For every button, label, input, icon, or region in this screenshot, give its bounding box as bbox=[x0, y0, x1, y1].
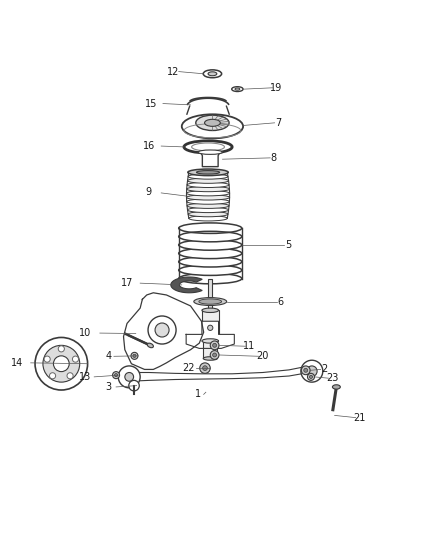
Text: 3: 3 bbox=[106, 382, 112, 392]
Text: 1: 1 bbox=[195, 390, 201, 399]
Circle shape bbox=[307, 366, 317, 376]
Text: 15: 15 bbox=[145, 99, 157, 109]
Text: 10: 10 bbox=[79, 328, 92, 338]
Ellipse shape bbox=[197, 171, 219, 174]
Text: 20: 20 bbox=[257, 351, 269, 361]
Circle shape bbox=[118, 366, 140, 388]
Polygon shape bbox=[129, 366, 313, 381]
Ellipse shape bbox=[179, 231, 242, 242]
Ellipse shape bbox=[187, 182, 229, 188]
Circle shape bbox=[72, 356, 78, 362]
Ellipse shape bbox=[202, 339, 219, 343]
Text: 2: 2 bbox=[321, 365, 327, 374]
Ellipse shape bbox=[179, 256, 242, 267]
Circle shape bbox=[43, 345, 80, 382]
Ellipse shape bbox=[187, 195, 230, 200]
Circle shape bbox=[44, 356, 50, 362]
Ellipse shape bbox=[203, 70, 222, 78]
Circle shape bbox=[213, 353, 216, 357]
Text: 17: 17 bbox=[121, 278, 133, 288]
Ellipse shape bbox=[187, 187, 230, 192]
Polygon shape bbox=[198, 152, 223, 167]
Circle shape bbox=[210, 341, 219, 350]
Circle shape bbox=[307, 374, 314, 381]
FancyBboxPatch shape bbox=[202, 310, 219, 341]
Circle shape bbox=[304, 368, 307, 372]
Circle shape bbox=[53, 356, 69, 372]
Ellipse shape bbox=[179, 265, 242, 276]
Circle shape bbox=[133, 354, 136, 358]
Ellipse shape bbox=[205, 119, 220, 126]
Ellipse shape bbox=[332, 385, 340, 389]
Text: 23: 23 bbox=[326, 373, 338, 383]
FancyBboxPatch shape bbox=[208, 279, 212, 310]
Circle shape bbox=[129, 381, 139, 391]
Ellipse shape bbox=[189, 216, 227, 221]
Ellipse shape bbox=[187, 199, 230, 204]
Text: 19: 19 bbox=[270, 83, 282, 93]
Circle shape bbox=[213, 343, 216, 348]
Ellipse shape bbox=[196, 115, 229, 131]
Ellipse shape bbox=[232, 87, 243, 92]
Text: 21: 21 bbox=[353, 413, 365, 423]
Ellipse shape bbox=[187, 191, 230, 196]
Text: 22: 22 bbox=[182, 363, 194, 373]
Ellipse shape bbox=[202, 308, 219, 312]
Text: 4: 4 bbox=[106, 351, 112, 361]
Circle shape bbox=[155, 323, 169, 337]
Ellipse shape bbox=[194, 297, 227, 305]
Text: 16: 16 bbox=[143, 141, 155, 151]
Text: 8: 8 bbox=[271, 153, 277, 163]
Ellipse shape bbox=[235, 88, 240, 90]
Ellipse shape bbox=[199, 299, 222, 304]
Ellipse shape bbox=[179, 248, 242, 259]
Ellipse shape bbox=[198, 150, 223, 155]
Ellipse shape bbox=[189, 169, 227, 175]
Ellipse shape bbox=[182, 114, 243, 139]
Polygon shape bbox=[124, 293, 204, 369]
Circle shape bbox=[114, 374, 118, 377]
Ellipse shape bbox=[208, 72, 217, 76]
Circle shape bbox=[208, 325, 213, 330]
Circle shape bbox=[113, 372, 120, 378]
Ellipse shape bbox=[188, 169, 228, 175]
Circle shape bbox=[148, 316, 176, 344]
Circle shape bbox=[200, 363, 210, 374]
Circle shape bbox=[210, 351, 219, 359]
Ellipse shape bbox=[203, 357, 217, 360]
Ellipse shape bbox=[187, 203, 229, 208]
Circle shape bbox=[58, 346, 64, 352]
Text: 14: 14 bbox=[11, 358, 23, 368]
Text: 5: 5 bbox=[285, 240, 291, 251]
Circle shape bbox=[301, 366, 310, 375]
Circle shape bbox=[131, 352, 138, 359]
Ellipse shape bbox=[179, 273, 242, 284]
Text: 11: 11 bbox=[243, 341, 255, 351]
Ellipse shape bbox=[187, 178, 229, 183]
Polygon shape bbox=[171, 277, 202, 293]
Text: 13: 13 bbox=[79, 372, 92, 382]
Ellipse shape bbox=[179, 240, 242, 250]
Polygon shape bbox=[186, 321, 234, 349]
Text: 6: 6 bbox=[277, 297, 283, 308]
Ellipse shape bbox=[187, 207, 229, 213]
Circle shape bbox=[35, 337, 88, 390]
Circle shape bbox=[67, 373, 73, 379]
Circle shape bbox=[309, 375, 313, 378]
Circle shape bbox=[203, 366, 207, 370]
FancyBboxPatch shape bbox=[203, 341, 217, 359]
Ellipse shape bbox=[188, 212, 228, 217]
Text: 12: 12 bbox=[167, 67, 179, 77]
Text: 9: 9 bbox=[146, 187, 152, 197]
Circle shape bbox=[49, 373, 56, 379]
Ellipse shape bbox=[147, 343, 153, 348]
Ellipse shape bbox=[184, 141, 232, 153]
Circle shape bbox=[301, 360, 323, 382]
Ellipse shape bbox=[188, 174, 228, 179]
Ellipse shape bbox=[191, 143, 224, 151]
Text: 7: 7 bbox=[275, 118, 281, 128]
Circle shape bbox=[125, 373, 134, 381]
